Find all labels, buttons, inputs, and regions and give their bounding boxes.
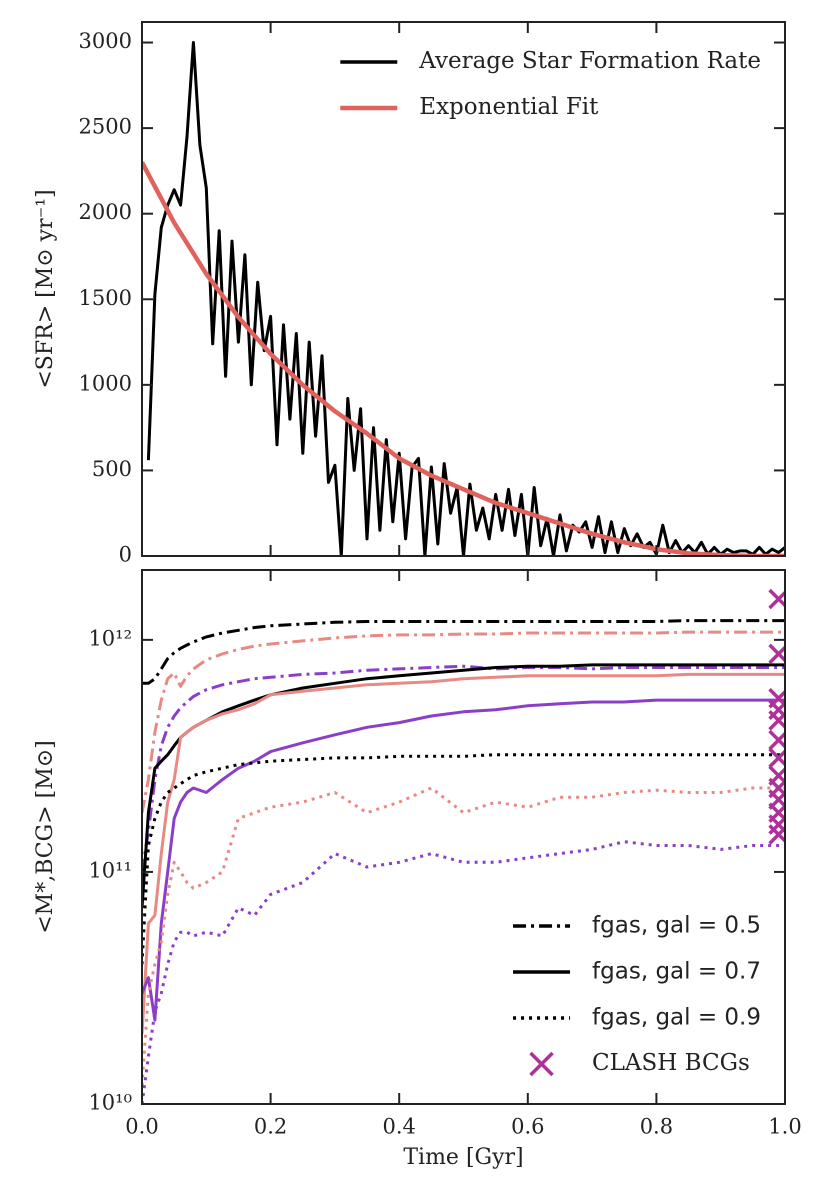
x-tick-label: 0.2: [254, 1115, 287, 1139]
series-line: [142, 619, 785, 685]
x-axis-label: Time [Gyr]: [403, 1145, 523, 1170]
legend-label: fgas, gal = 0.7: [592, 959, 761, 985]
legend-label: fgas, gal = 0.5: [592, 913, 761, 939]
y-tick-label: 10¹⁰: [88, 1091, 132, 1115]
y-tick-label: 500: [92, 457, 132, 481]
legend-label: Average Star Formation Rate: [418, 48, 761, 74]
series-line: [142, 672, 785, 1035]
series-line: [142, 161, 785, 556]
x-tick-label: 0.4: [382, 1115, 415, 1139]
y-tick-label: 1000: [79, 371, 132, 395]
y-axis-label: <SFR> [M⊙ yr⁻¹]: [33, 189, 58, 388]
y-tick-label: 2000: [79, 200, 132, 224]
x-tick-label: 0.8: [640, 1115, 673, 1139]
y-tick-label: 1500: [79, 286, 132, 310]
x-tick-label: 0.0: [125, 1115, 158, 1139]
legend-label: Exponential Fit: [419, 94, 599, 120]
legend-label: fgas, gal = 0.9: [592, 1005, 761, 1031]
series-line: [142, 663, 785, 909]
y-tick-label: 0: [119, 543, 132, 567]
x-tick-label: 1.0: [768, 1115, 801, 1139]
plot-area: [142, 588, 785, 1104]
legend-label: CLASH BCGs: [592, 1050, 750, 1076]
series-line: [142, 664, 785, 873]
y-tick-label: 10¹¹: [88, 858, 132, 882]
y-tick-label: 2500: [79, 115, 132, 139]
legend-marker: [529, 1051, 554, 1077]
plot-area: [142, 41, 785, 556]
series-line: [142, 698, 785, 1022]
series-line: [142, 840, 785, 1104]
y-tick-label: 10¹²: [88, 626, 132, 650]
series-line: [142, 630, 785, 813]
y-axis-label: <M*,BCG> [M⊙]: [33, 740, 58, 934]
x-tick-label: 0.6: [511, 1115, 544, 1139]
axes-frame: [141, 21, 786, 557]
axes-frame: [141, 569, 786, 1105]
y-tick-label: 3000: [79, 29, 132, 53]
